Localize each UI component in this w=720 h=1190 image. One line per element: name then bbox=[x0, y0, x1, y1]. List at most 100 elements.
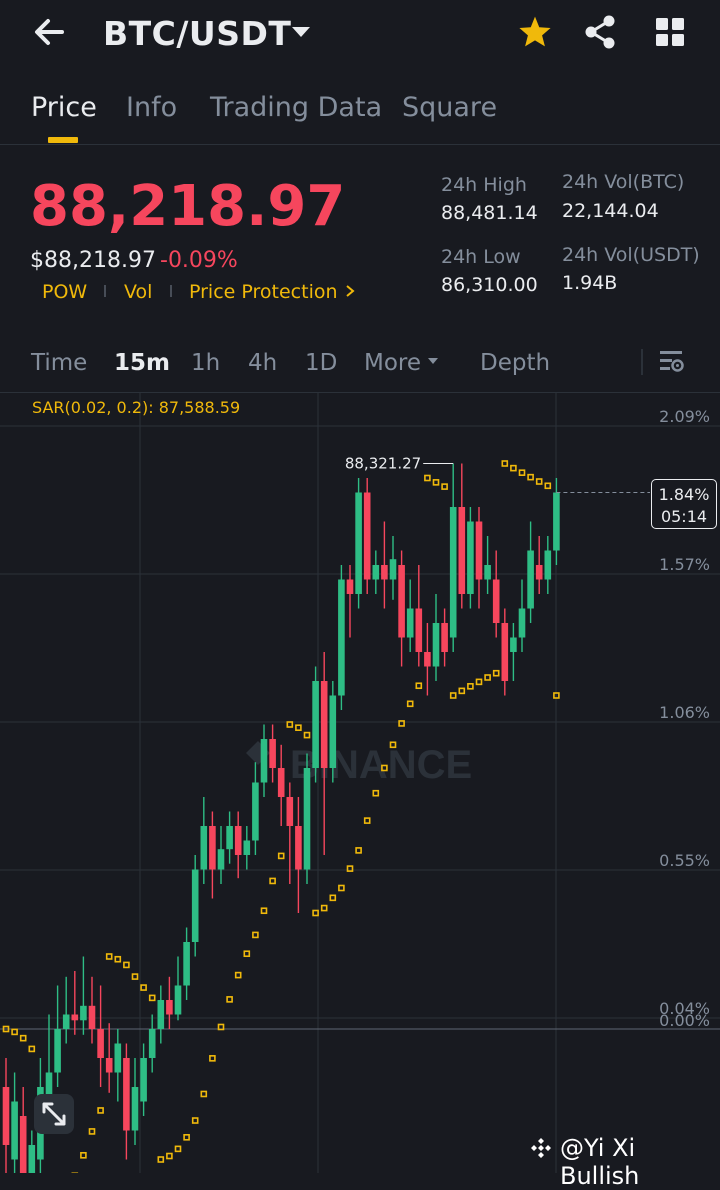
candle-body bbox=[312, 681, 319, 768]
candlestick-chart[interactable]: BINANCE 88,321.2786,310.00 bbox=[0, 393, 720, 1173]
candle-body bbox=[277, 768, 285, 797]
sar-dot bbox=[200, 1090, 208, 1098]
candle-body bbox=[2, 1087, 10, 1145]
tag-price-protection[interactable]: Price Protection bbox=[189, 281, 338, 303]
active-tab-indicator bbox=[48, 137, 78, 143]
candle-body bbox=[62, 1014, 70, 1029]
candle-body bbox=[157, 1000, 165, 1029]
sar-dot bbox=[174, 1145, 182, 1153]
sar-dot bbox=[432, 479, 440, 486]
share-icon[interactable] bbox=[583, 14, 617, 50]
candle-body bbox=[183, 942, 190, 986]
sar-dot bbox=[105, 953, 113, 960]
candle bbox=[277, 744, 285, 826]
candle-body bbox=[510, 637, 517, 652]
sar-dot bbox=[372, 789, 380, 797]
fullscreen-button[interactable] bbox=[34, 1094, 74, 1134]
interval-depth[interactable]: Depth bbox=[480, 350, 551, 376]
axis-label: 0.04% bbox=[659, 999, 710, 1018]
sar-dot bbox=[346, 865, 354, 872]
candle-body bbox=[467, 521, 474, 594]
star-icon[interactable] bbox=[518, 15, 552, 48]
candle-body bbox=[432, 623, 440, 667]
interval-time[interactable]: Time bbox=[31, 350, 88, 376]
tag-divider bbox=[170, 285, 172, 297]
candle bbox=[295, 797, 302, 913]
sar-dot bbox=[28, 1045, 36, 1053]
sar-dot bbox=[381, 764, 388, 772]
candle-body bbox=[553, 492, 560, 551]
sar-dot bbox=[131, 973, 139, 980]
chart-settings-icon[interactable] bbox=[659, 350, 685, 374]
candle bbox=[510, 623, 517, 681]
tab-info[interactable]: Info bbox=[126, 92, 178, 123]
sar-dot bbox=[269, 877, 276, 885]
candle bbox=[140, 1043, 147, 1116]
candle-body bbox=[217, 849, 225, 870]
candle-body bbox=[11, 1101, 18, 1160]
interval-4h[interactable]: 4h bbox=[248, 350, 278, 376]
tab-price[interactable]: Price bbox=[31, 92, 97, 123]
chevron-down-icon[interactable] bbox=[291, 26, 311, 38]
candle-body bbox=[449, 507, 457, 638]
candle-body bbox=[458, 507, 466, 594]
tab-trading-data[interactable]: Trading Data bbox=[210, 92, 383, 123]
candle bbox=[114, 1029, 122, 1102]
interval-15m[interactable]: 15m bbox=[114, 350, 170, 376]
sar-dot bbox=[209, 1055, 216, 1062]
candle-body bbox=[200, 826, 208, 870]
sar-dot bbox=[191, 1117, 199, 1124]
sar-dot bbox=[226, 996, 233, 1003]
candle bbox=[441, 608, 448, 667]
candle-body bbox=[286, 797, 294, 826]
interval-divider bbox=[641, 349, 643, 375]
tag-pow[interactable]: POW bbox=[42, 281, 88, 303]
sar-dot bbox=[312, 909, 319, 917]
sar-dot bbox=[19, 1034, 27, 1042]
sar-dot bbox=[338, 884, 345, 892]
back-arrow-icon[interactable] bbox=[32, 16, 68, 48]
more-caret-icon[interactable] bbox=[427, 357, 439, 365]
axis-label: 0.55% bbox=[659, 851, 710, 870]
stat-vol-usdt-label: 24h Vol(USDT) bbox=[562, 244, 700, 266]
sar-dot bbox=[148, 994, 156, 1002]
sar-dot bbox=[277, 852, 285, 860]
candle bbox=[200, 797, 208, 884]
sar-dot bbox=[166, 1152, 173, 1160]
candle-body bbox=[303, 768, 311, 870]
sar-dot bbox=[260, 907, 268, 915]
candle-body bbox=[329, 695, 337, 768]
candle bbox=[260, 724, 268, 797]
candle bbox=[157, 985, 165, 1044]
chevron-right-icon[interactable] bbox=[345, 284, 355, 298]
interval-more[interactable]: More bbox=[364, 350, 422, 376]
price-chart[interactable]: BINANCE 88,321.2786,310.00 bbox=[0, 393, 720, 1173]
candle-body bbox=[381, 565, 388, 580]
interval-1h[interactable]: 1h bbox=[191, 350, 221, 376]
last-price: 88,218.97 bbox=[30, 174, 346, 239]
badge-countdown: 05:14 bbox=[660, 507, 708, 526]
candle-body bbox=[518, 608, 526, 638]
grid-menu-icon[interactable] bbox=[655, 17, 685, 47]
candle-body bbox=[484, 565, 491, 580]
pair-title[interactable]: BTC/USDT bbox=[103, 14, 292, 53]
candle-body bbox=[398, 565, 405, 638]
tab-square[interactable]: Square bbox=[402, 92, 498, 123]
candle bbox=[191, 855, 199, 957]
axis-label: 1.57% bbox=[659, 555, 710, 574]
high-marker-label: 88,321.27 bbox=[345, 455, 421, 473]
candle bbox=[71, 971, 79, 1035]
tab-bar: Price Info Trading Data Square bbox=[0, 80, 720, 145]
sar-dot bbox=[97, 1107, 104, 1114]
candle bbox=[2, 1058, 10, 1173]
candle-body bbox=[406, 608, 414, 638]
candle bbox=[355, 478, 362, 609]
sar-dot bbox=[234, 971, 242, 979]
interval-1d[interactable]: 1D bbox=[305, 350, 338, 376]
stat-vol-btc-label: 24h Vol(BTC) bbox=[562, 171, 685, 193]
tag-vol[interactable]: Vol bbox=[124, 281, 153, 303]
candle bbox=[467, 507, 474, 609]
candle-body bbox=[148, 1029, 156, 1058]
candle bbox=[105, 1023, 113, 1093]
candle bbox=[303, 753, 311, 884]
